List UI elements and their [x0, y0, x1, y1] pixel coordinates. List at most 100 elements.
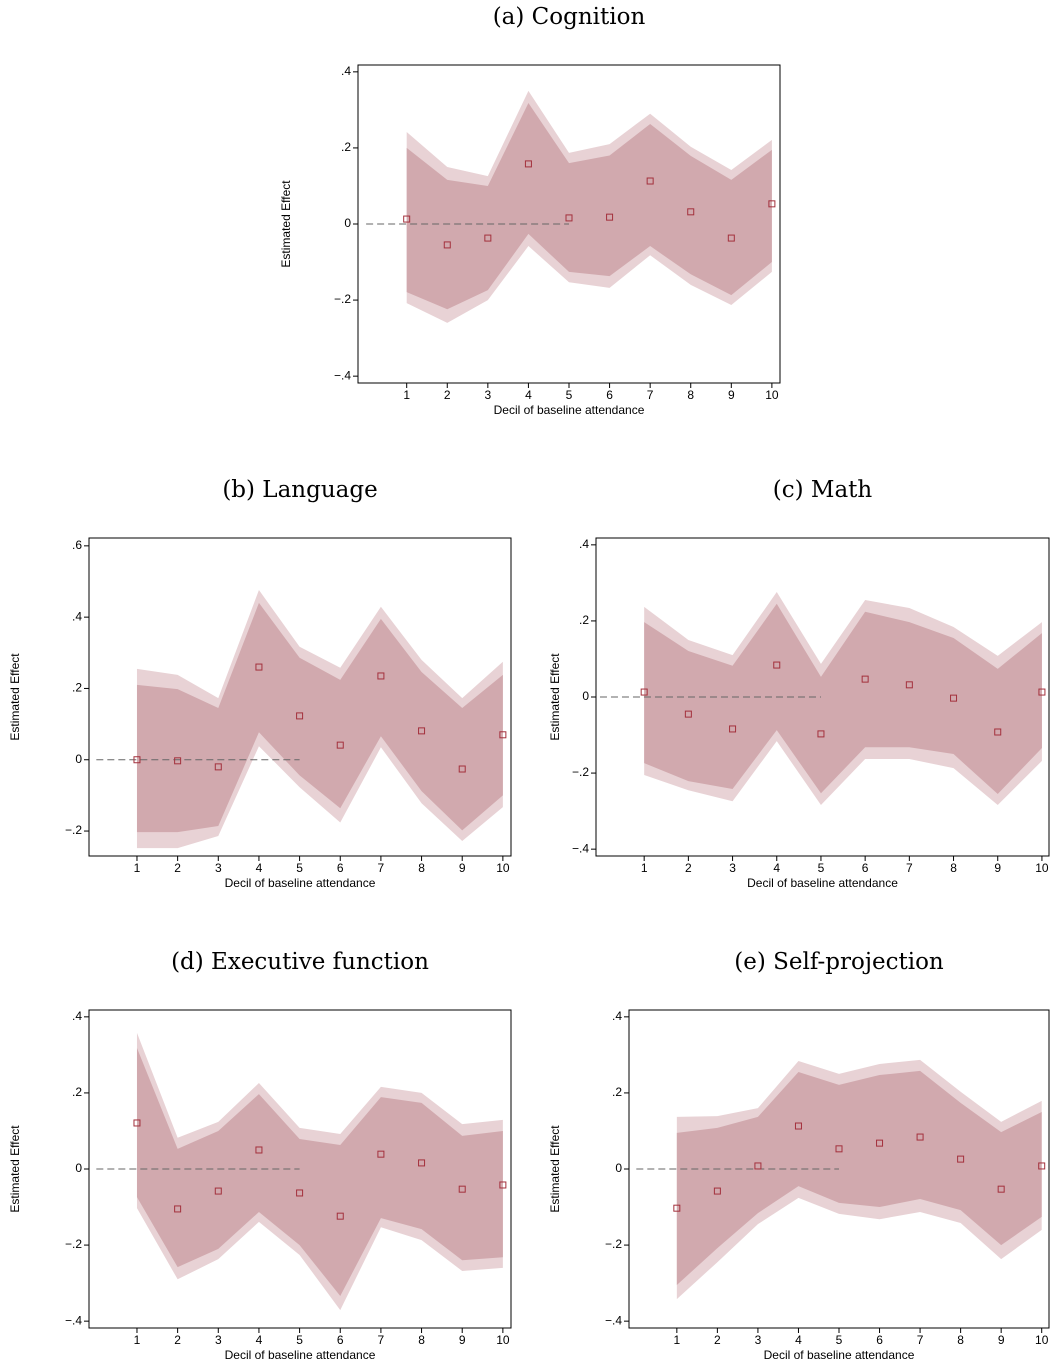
- y-axis-label: Estimated Effect: [548, 653, 562, 741]
- point-marker: [794, 1122, 802, 1130]
- point-marker: [133, 1119, 141, 1127]
- x-tick-label: 8: [418, 861, 425, 875]
- x-tick-label: 8: [957, 1333, 964, 1347]
- point-marker: [336, 1212, 344, 1220]
- x-tick-label: 7: [906, 861, 913, 875]
- point-marker: [916, 1133, 924, 1141]
- point-marker: [443, 241, 451, 249]
- y-axis-label: Estimated Effect: [8, 653, 22, 741]
- point-marker: [214, 1187, 222, 1195]
- x-axis-label: Decil of baseline attendance: [225, 876, 376, 890]
- confidence-band: [136, 1048, 503, 1297]
- x-tick-label: 2: [714, 1333, 721, 1347]
- x-tick-label: 3: [215, 861, 222, 875]
- point-marker: [905, 681, 913, 689]
- x-tick-label: 9: [728, 388, 735, 402]
- point-marker: [255, 1146, 263, 1154]
- y-tick-label: .4: [579, 537, 589, 551]
- x-tick-label: 8: [950, 861, 957, 875]
- confidence-band: [644, 603, 1042, 794]
- point-marker: [606, 213, 614, 221]
- point-marker: [957, 1155, 965, 1163]
- point-marker: [646, 177, 654, 185]
- y-tick-label: 0: [615, 1161, 622, 1175]
- point-marker: [994, 728, 1002, 736]
- y-tick-label: −.4: [334, 368, 351, 382]
- y-tick-label: .2: [579, 613, 589, 627]
- x-tick-label: 1: [134, 1333, 141, 1347]
- point-marker: [484, 234, 492, 242]
- x-tick-label: 10: [765, 388, 779, 402]
- x-tick-label: 3: [755, 1333, 762, 1347]
- x-tick-label: 6: [337, 861, 344, 875]
- y-tick-label: −.2: [334, 292, 351, 306]
- x-tick-label: 3: [729, 861, 736, 875]
- point-marker: [754, 1162, 762, 1170]
- x-tick-label: 1: [641, 861, 648, 875]
- y-axis-label: Estimated Effect: [548, 1125, 562, 1213]
- point-marker: [673, 1204, 681, 1212]
- y-axis-label: Estimated Effect: [279, 180, 293, 268]
- x-tick-label: 6: [337, 1333, 344, 1347]
- point-marker: [418, 727, 426, 735]
- point-marker: [296, 712, 304, 720]
- x-tick-label: 8: [687, 388, 694, 402]
- x-axis-label: Decil of baseline attendance: [747, 876, 898, 890]
- y-tick-label: −.2: [605, 1237, 622, 1251]
- point-marker: [174, 1205, 182, 1213]
- chart-title: (c) Math: [773, 477, 873, 503]
- y-tick-label: .2: [72, 681, 82, 695]
- point-marker: [773, 661, 781, 669]
- point-marker: [255, 663, 263, 671]
- x-tick-label: 3: [485, 388, 492, 402]
- point-marker: [727, 234, 735, 242]
- point-marker: [768, 200, 776, 208]
- y-tick-label: .4: [612, 1009, 622, 1023]
- x-tick-label: 2: [174, 861, 181, 875]
- point-marker: [133, 756, 141, 764]
- x-tick-label: 7: [378, 861, 385, 875]
- x-tick-label: 9: [998, 1333, 1005, 1347]
- x-tick-label: 5: [566, 388, 573, 402]
- x-tick-label: 7: [378, 1333, 385, 1347]
- point-marker: [729, 725, 737, 733]
- y-tick-label: −.2: [65, 1237, 82, 1251]
- chart-title: (d) Executive function: [171, 949, 429, 975]
- x-tick-label: 10: [496, 861, 510, 875]
- y-tick-label: −.2: [65, 823, 82, 837]
- x-tick-label: 5: [818, 861, 825, 875]
- point-marker: [174, 757, 182, 765]
- x-tick-label: 2: [444, 388, 451, 402]
- x-tick-label: 10: [1035, 861, 1049, 875]
- x-tick-label: 1: [403, 388, 410, 402]
- point-marker: [458, 1185, 466, 1193]
- x-axis-label: Decil of baseline attendance: [225, 1348, 376, 1362]
- point-marker: [336, 741, 344, 749]
- point-marker: [876, 1139, 884, 1147]
- x-tick-label: 4: [525, 388, 532, 402]
- x-tick-label: 4: [773, 861, 780, 875]
- x-axis-label: Decil of baseline attendance: [494, 403, 645, 417]
- x-tick-label: 5: [296, 1333, 303, 1347]
- point-marker: [950, 694, 958, 702]
- y-tick-label: −.4: [65, 1313, 82, 1327]
- x-tick-label: 5: [836, 1333, 843, 1347]
- x-tick-label: 4: [256, 861, 263, 875]
- point-marker: [684, 710, 692, 718]
- x-tick-label: 4: [256, 1333, 263, 1347]
- y-tick-label: 0: [75, 752, 82, 766]
- point-marker: [817, 730, 825, 738]
- point-marker: [524, 160, 532, 168]
- chart-title: (e) Self-projection: [734, 949, 944, 975]
- x-tick-label: 6: [876, 1333, 883, 1347]
- x-tick-label: 3: [215, 1333, 222, 1347]
- point-marker: [418, 1159, 426, 1167]
- point-marker: [403, 215, 411, 223]
- y-tick-label: −.4: [572, 841, 589, 855]
- point-marker: [687, 208, 695, 216]
- confidence-band: [676, 1070, 1042, 1286]
- y-tick-label: .4: [72, 609, 82, 623]
- x-tick-label: 9: [459, 1333, 466, 1347]
- point-marker: [997, 1185, 1005, 1193]
